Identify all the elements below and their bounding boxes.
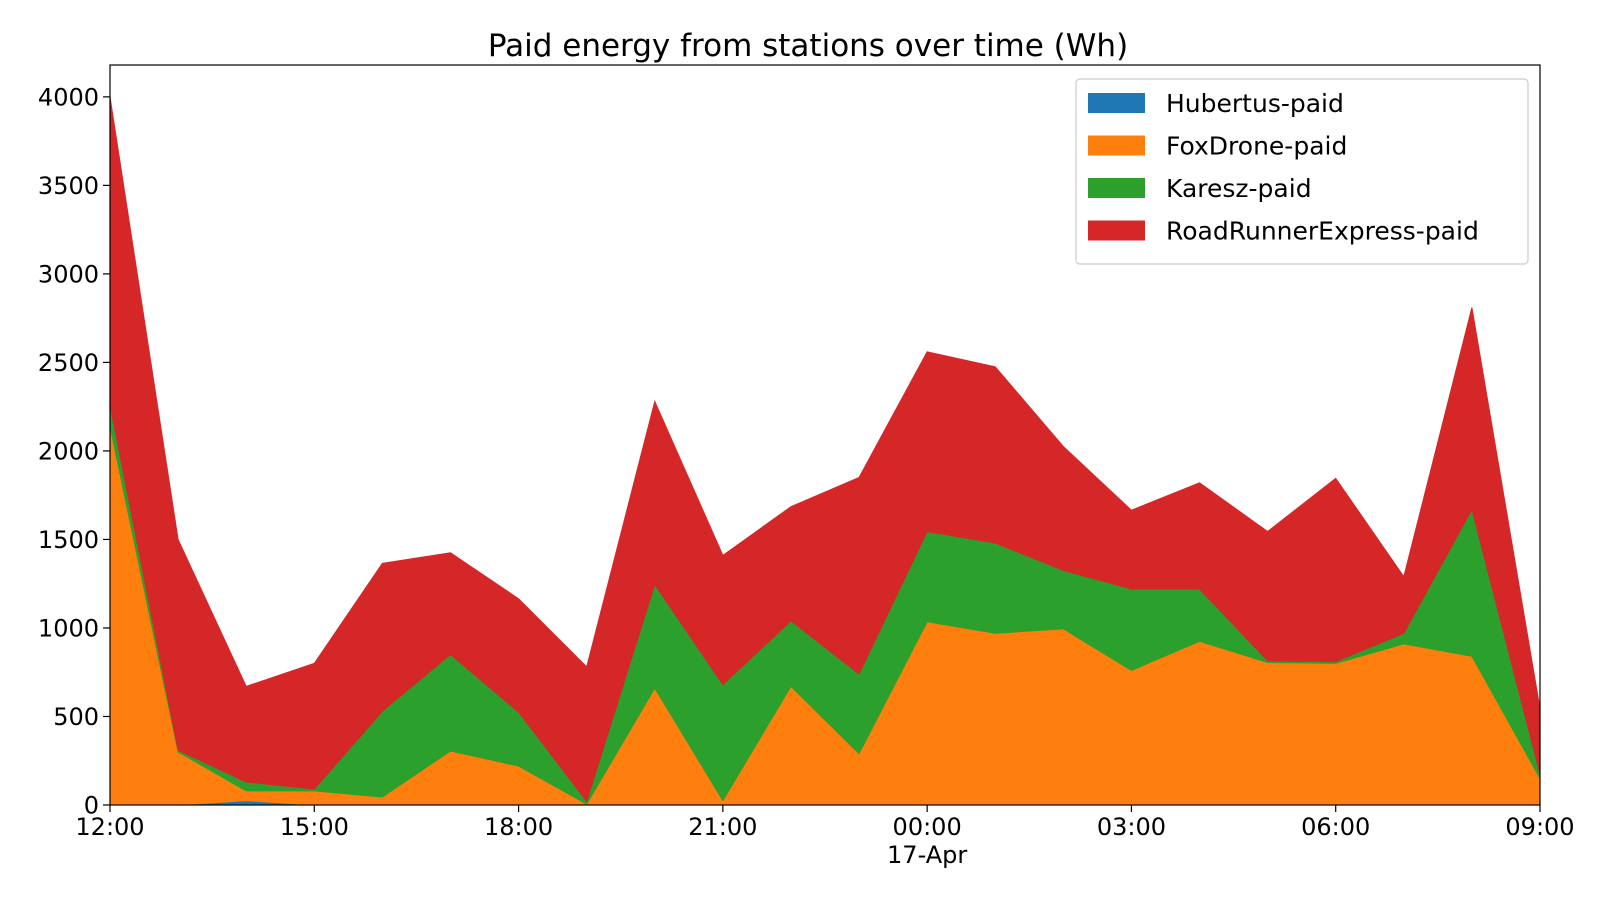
x-tick-sublabel: 17-Apr	[887, 841, 967, 869]
y-tick-label: 2000	[38, 437, 99, 465]
x-tick-label: 00:00	[893, 813, 962, 841]
y-tick-label: 1500	[38, 526, 99, 554]
y-tick-label: 3500	[38, 172, 99, 200]
legend: Hubertus-paid FoxDrone-paid Karesz-paid Roa…	[1075, 78, 1529, 265]
plot-frame	[109, 64, 1541, 806]
y-tick-label: 3000	[38, 260, 99, 288]
x-tick-label: 03:00	[1097, 813, 1166, 841]
legend-label-foxdrone-paid: FoxDrone-paid	[1166, 132, 1347, 161]
legend-swatch-foxdrone-paid	[1088, 135, 1145, 156]
legend-label-roadrunnerexpress-paid: RoadRunnerExpress-paid	[1166, 217, 1479, 246]
legend-box	[1075, 78, 1529, 265]
y-axis: 0 500 1000 1500 2000 2500 3000 3500 4000	[38, 83, 110, 820]
x-tick-label: 06:00	[1301, 813, 1370, 841]
y-tick-label: 2500	[38, 349, 99, 377]
x-tick-label: 15:00	[280, 813, 349, 841]
chart-title: Paid energy from stations over time (Wh)	[488, 28, 1128, 64]
y-tick-label: 4000	[38, 83, 99, 111]
y-tick-label: 500	[53, 703, 99, 731]
y-tick-label: 0	[84, 792, 99, 820]
legend-swatch-roadrunnerexpress-paid	[1088, 220, 1145, 241]
legend-swatch-hubertus-paid	[1088, 93, 1145, 113]
x-tick-label: 12:00	[75, 813, 144, 841]
legend-label-karesz-paid: Karesz-paid	[1166, 174, 1312, 203]
legend-swatch-karesz-paid	[1088, 178, 1145, 198]
x-tick-label: 18:00	[484, 813, 553, 841]
x-tick-label: 21:00	[688, 813, 757, 841]
legend-label-hubertus-paid: Hubertus-paid	[1166, 89, 1344, 118]
y-tick-label: 1000	[38, 614, 99, 642]
x-tick-label: 09:00	[1505, 813, 1574, 841]
